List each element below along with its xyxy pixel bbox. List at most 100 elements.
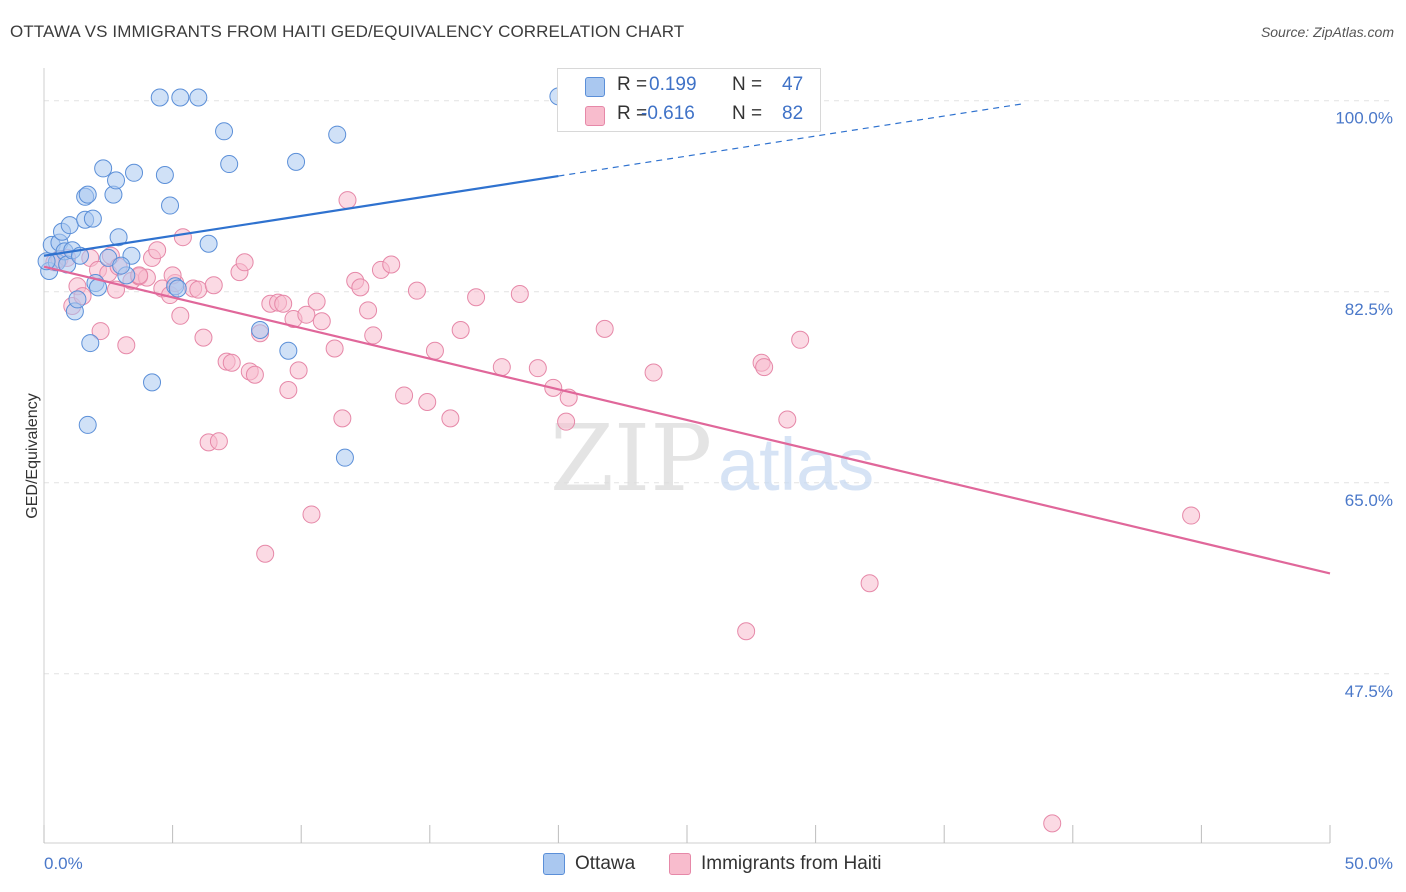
legend-n-value: 82 [782,103,804,124]
ottawa-point [168,279,187,298]
ottawa-point [37,252,56,271]
ottawa-trendline-extension [558,103,1022,177]
legend-n-label: N = [732,103,763,124]
haiti-point [755,358,774,377]
legend-r-label: R = [617,103,648,124]
haiti-legend-label: Immigrants from Haiti [701,853,882,874]
ottawa-point [220,155,239,174]
haiti-point [737,622,756,641]
watermark-zip: ZIP [550,405,712,512]
y-tick-label: 65.0% [1345,491,1393,510]
haiti-point [451,320,470,339]
haiti-point [1043,814,1062,833]
y-tick-label: 47.5% [1345,682,1393,701]
haiti-point [407,281,426,300]
legend-n-label: N = [732,74,763,95]
ottawa-point [109,228,128,247]
x-tick-marks [43,825,1331,843]
haiti-point [274,294,293,313]
ottawa-trendline [43,174,559,257]
haiti-point [791,330,810,349]
ottawa-point [199,234,218,253]
haiti-point [395,386,414,405]
haiti-point [418,393,437,412]
ottawa-point [335,448,354,467]
haiti-point [194,328,213,347]
ottawa-point [143,373,162,392]
legend-row-haiti: R = -0.616 N = 82 [558,100,820,130]
ottawa-point [189,88,208,107]
haiti-point [1182,506,1201,525]
haiti-point [235,253,254,272]
haiti-point [222,353,241,372]
haiti-point [171,306,190,325]
haiti-point [860,574,879,593]
haiti-point [595,319,614,338]
haiti-point [425,341,444,360]
haiti-point [325,339,344,358]
y-tick-labels: 47.5% 65.0% 82.5% 100.0% [1335,109,1393,701]
ottawa-point [215,122,234,141]
trendlines [43,103,1331,575]
stats-legend: R = 0.199 N = 47 R = -0.616 N = 82 [557,68,821,132]
y-tick-label: 100.0% [1335,109,1393,128]
haiti-point [510,284,529,303]
haiti-point [778,410,797,429]
ottawa-point [83,209,102,228]
ottawa-legend-swatch [543,853,565,875]
haiti-legend-swatch [669,853,691,875]
ottawa-point [107,171,126,190]
ottawa-point [60,216,79,235]
ottawa-point [155,165,174,184]
haiti-point [359,301,378,320]
ottawa-point [125,163,144,182]
haiti-point [245,365,264,384]
haiti-point [117,336,136,355]
haiti-swatch [585,106,605,126]
x-tick-label-min: 0.0% [44,854,83,873]
y-tick-label: 82.5% [1345,300,1393,319]
haiti-point [351,278,370,297]
ottawa-point [279,341,298,360]
ottawa-point [112,256,131,275]
gridlines [44,100,1393,675]
ottawa-point [94,159,113,178]
legend-n-value: 47 [782,74,804,95]
ottawa-point [81,334,100,353]
ottawa-points [37,87,568,467]
haiti-point [467,288,486,307]
haiti-point [557,412,576,431]
haiti-point [189,280,208,299]
ottawa-point [68,290,87,309]
haiti-point [297,305,316,324]
source-credit: Source: ZipAtlas.com [1260,24,1394,40]
haiti-point [644,363,663,382]
haiti-point [289,361,308,380]
ottawa-point [287,152,306,171]
ottawa-point [78,185,97,204]
haiti-point [307,292,326,311]
legend-row-ottawa: R = 0.199 N = 47 [558,71,820,101]
ottawa-point [150,88,169,107]
haiti-point [148,241,167,260]
haiti-point [302,505,321,524]
haiti-point [441,409,460,428]
ottawa-point [78,415,97,434]
haiti-point [91,322,110,341]
series-legend: Ottawa Immigrants from Haiti [543,852,943,876]
haiti-point [209,432,228,451]
haiti-point [279,381,298,400]
ottawa-legend-label: Ottawa [575,853,636,874]
haiti-trendline [43,265,1331,575]
haiti-point [256,544,275,563]
ottawa-point [161,196,180,215]
haiti-point [173,228,192,247]
x-tick-label-max: 50.0% [1345,854,1393,873]
haiti-point [364,326,383,345]
haiti-point [528,359,547,378]
ottawa-point [328,125,347,144]
ottawa-point [171,88,190,107]
legend-r-label: R = [617,74,648,95]
haiti-point [338,191,357,210]
